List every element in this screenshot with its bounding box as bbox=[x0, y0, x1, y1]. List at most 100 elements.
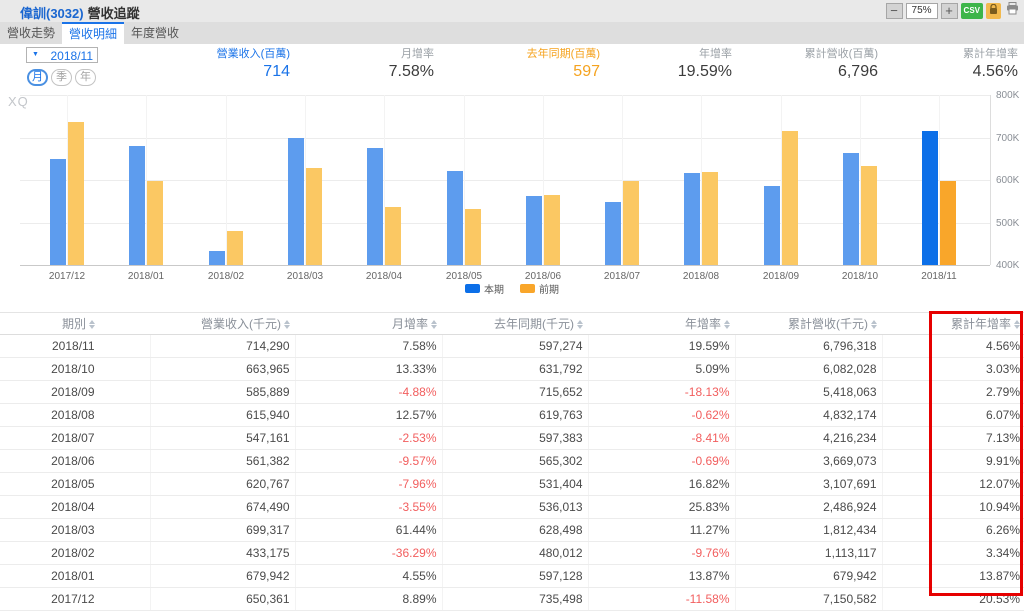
cell: 2018/07 bbox=[0, 426, 151, 450]
zoom-level-field[interactable]: 75% bbox=[905, 3, 938, 19]
table-row-2018/04[interactable]: 2018/04 674,490 -3.55% 536,013 25.83% 2,486,9… bbox=[0, 495, 1024, 519]
gridline-v bbox=[305, 95, 306, 265]
gridline-h bbox=[20, 180, 990, 181]
chart-legend: 本期 前期 bbox=[465, 281, 559, 296]
cell: 619,763 bbox=[442, 403, 589, 427]
lock-button[interactable] bbox=[986, 3, 1001, 19]
bar-current-2018/07[interactable] bbox=[605, 202, 621, 265]
period-button-quarter[interactable]: 季 bbox=[51, 69, 72, 86]
table-row-2018/07[interactable]: 2018/07 547,161 -2.53% 597,383 -8.41% 4,216,2… bbox=[0, 426, 1024, 450]
column-header-4[interactable]: 年增率 bbox=[588, 312, 735, 335]
zoom-out-button[interactable]: − bbox=[885, 3, 903, 19]
period-button-year[interactable]: 年 bbox=[75, 69, 96, 86]
legend-label: 前期 bbox=[539, 285, 559, 296]
tab-annual-revenue[interactable]: 年度營收 bbox=[130, 26, 179, 40]
cell: 16.82% bbox=[588, 472, 736, 496]
bar-current-2018/08[interactable] bbox=[684, 173, 700, 265]
bar-current-2018/06[interactable] bbox=[526, 196, 542, 265]
cell: -4.88% bbox=[295, 380, 443, 404]
print-button[interactable] bbox=[1004, 2, 1020, 19]
csv-export-button[interactable]: CSV bbox=[960, 3, 983, 19]
bar-current-2018/11[interactable] bbox=[922, 131, 938, 265]
x-axis-label: 2018/01 bbox=[127, 271, 165, 282]
sort-icon bbox=[89, 320, 95, 330]
bar-previous-2018/01[interactable] bbox=[147, 181, 163, 265]
bar-current-2018/04[interactable] bbox=[367, 148, 383, 265]
cell: 2018/09 bbox=[0, 380, 151, 404]
tab-revenue-trend[interactable]: 營收走勢 bbox=[6, 26, 55, 40]
column-header-label: 月增率 bbox=[391, 317, 428, 331]
legend-swatch bbox=[520, 284, 535, 293]
cell: 12.07% bbox=[882, 472, 1024, 496]
column-header-label: 累計年增率 bbox=[950, 317, 1011, 331]
legend-item-current[interactable]: 本期 bbox=[465, 281, 504, 296]
table-row-2018/01[interactable]: 2018/01 679,942 4.55% 597,128 13.87% 679,942 1… bbox=[0, 564, 1024, 588]
cell: 8.89% bbox=[295, 587, 443, 611]
bar-current-2018/02[interactable] bbox=[209, 251, 225, 265]
table-row-2018/09[interactable]: 2018/09 585,889 -4.88% 715,652 -18.13% 5,418,… bbox=[0, 380, 1024, 404]
column-header-1[interactable]: 營業收入(千元) bbox=[150, 312, 295, 335]
bar-previous-2018/10[interactable] bbox=[861, 166, 877, 265]
cell: -0.62% bbox=[588, 403, 736, 427]
cell: 2018/05 bbox=[0, 472, 151, 496]
revenue-table-wrap: 期別 營業收入(千元) 月增率 去年同期(千元) 年增率 累計營收(千元) 累計年增率 20… bbox=[0, 312, 1024, 611]
bar-current-2017/12[interactable] bbox=[50, 159, 66, 265]
y-axis-tick-label: 600K bbox=[996, 175, 1020, 186]
bar-previous-2018/07[interactable] bbox=[623, 181, 639, 265]
bar-previous-2017/12[interactable] bbox=[68, 122, 84, 265]
column-header-0[interactable]: 期別 bbox=[0, 312, 150, 335]
column-header-label: 期別 bbox=[61, 317, 86, 331]
bar-current-2018/10[interactable] bbox=[843, 153, 859, 265]
bar-previous-2018/03[interactable] bbox=[306, 168, 322, 265]
date-selector[interactable]: ▼ 2018/11 bbox=[26, 47, 98, 63]
column-header-5[interactable]: 累計營收(千元) bbox=[735, 312, 882, 335]
cell: 61.44% bbox=[295, 518, 443, 542]
bar-previous-2018/02[interactable] bbox=[227, 231, 243, 265]
cell: 19.59% bbox=[588, 334, 736, 358]
bar-previous-2018/06[interactable] bbox=[544, 195, 560, 265]
stat-last-year: 去年同期(百萬) 597 bbox=[527, 45, 600, 81]
table-row-2017/12[interactable]: 2017/12 650,361 8.89% 735,498 -11.58% 7,150,5… bbox=[0, 587, 1024, 611]
cell: -3.55% bbox=[295, 495, 443, 519]
table-row-2018/02[interactable]: 2018/02 433,175 -36.29% 480,012 -9.76% 1,113,… bbox=[0, 541, 1024, 565]
date-selector-value: 2018/11 bbox=[50, 49, 94, 63]
cell: -7.96% bbox=[295, 472, 443, 496]
column-header-6[interactable]: 累計年增率 bbox=[882, 312, 1024, 335]
cell: 663,965 bbox=[150, 357, 296, 381]
column-header-3[interactable]: 去年同期(千元) bbox=[442, 312, 588, 335]
cell: 1,812,434 bbox=[735, 518, 883, 542]
lock-icon bbox=[989, 2, 998, 20]
dropdown-arrow-icon: ▼ bbox=[32, 51, 39, 58]
tab-revenue-detail[interactable]: 營收明細 bbox=[62, 22, 124, 44]
period-toggle-group: 月 季 年 bbox=[27, 69, 96, 86]
cell: 674,490 bbox=[150, 495, 296, 519]
cell: 2018/01 bbox=[0, 564, 151, 588]
bar-current-2018/01[interactable] bbox=[129, 146, 145, 265]
cell: 2,486,924 bbox=[735, 495, 883, 519]
bar-previous-2018/11[interactable] bbox=[940, 181, 956, 265]
bar-previous-2018/05[interactable] bbox=[465, 209, 481, 265]
stats-row: ▼ 2018/11 月 季 年 營業收入(百萬) 714 月增率 7.58% 去… bbox=[0, 44, 1024, 88]
table-row-2018/10[interactable]: 2018/10 663,965 13.33% 631,792 5.09% 6,082,02… bbox=[0, 357, 1024, 381]
bar-current-2018/03[interactable] bbox=[288, 138, 304, 265]
gridline-v bbox=[622, 95, 623, 265]
zoom-in-button[interactable]: + bbox=[940, 3, 958, 19]
table-row-2018/03[interactable]: 2018/03 699,317 61.44% 628,498 11.27% 1,812,4… bbox=[0, 518, 1024, 542]
bar-previous-2018/04[interactable] bbox=[385, 207, 401, 265]
table-row-2018/06[interactable]: 2018/06 561,382 -9.57% 565,302 -0.69% 3,669,0… bbox=[0, 449, 1024, 473]
bar-current-2018/09[interactable] bbox=[764, 186, 780, 265]
y-axis-tick-label: 400K bbox=[996, 260, 1020, 271]
table-row-2018/08[interactable]: 2018/08 615,940 12.57% 619,763 -0.62% 4,832,1… bbox=[0, 403, 1024, 427]
cell: 2018/04 bbox=[0, 495, 151, 519]
bar-current-2018/05[interactable] bbox=[447, 171, 463, 265]
table-row-2018/11[interactable]: 2018/11 714,290 7.58% 597,274 19.59% 6,796,31… bbox=[0, 334, 1024, 358]
table-row-2018/05[interactable]: 2018/05 620,767 -7.96% 531,404 16.82% 3,107,6… bbox=[0, 472, 1024, 496]
column-header-2[interactable]: 月增率 bbox=[295, 312, 442, 335]
bar-previous-2018/09[interactable] bbox=[782, 131, 798, 265]
legend-item-previous[interactable]: 前期 bbox=[520, 281, 559, 296]
cell: 715,652 bbox=[442, 380, 589, 404]
gridline-v bbox=[701, 95, 702, 265]
period-button-month[interactable]: 月 bbox=[27, 69, 48, 86]
bar-previous-2018/08[interactable] bbox=[702, 172, 718, 265]
page-title: 偉訓(3032) 營收追蹤 bbox=[20, 3, 140, 22]
